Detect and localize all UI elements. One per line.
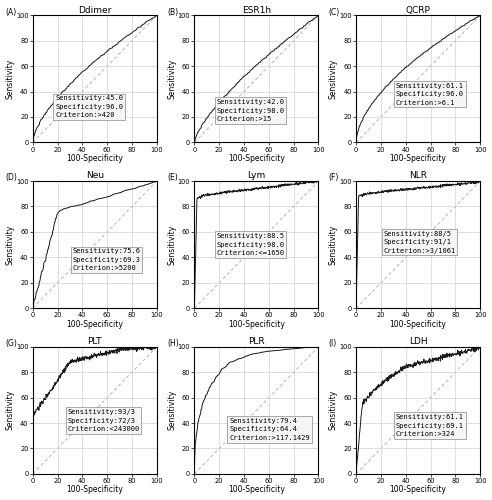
Text: (I): (I) bbox=[329, 339, 337, 348]
Text: Sensitivity:88/5
Specificity:91/1
Criterion:>3/1061: Sensitivity:88/5 Specificity:91/1 Criter… bbox=[383, 230, 456, 254]
X-axis label: 100-Specificity: 100-Specificity bbox=[66, 486, 123, 494]
Text: Sensitivity:93/3
Specificity:72/3
Criterion:<243000: Sensitivity:93/3 Specificity:72/3 Criter… bbox=[67, 409, 140, 432]
Y-axis label: Sensitivity: Sensitivity bbox=[5, 390, 15, 430]
Text: Sensitivity:42.0
Specificity:98.0
Criterion:>15: Sensitivity:42.0 Specificity:98.0 Criter… bbox=[217, 99, 285, 122]
Text: (G): (G) bbox=[5, 339, 17, 348]
Y-axis label: Sensitivity: Sensitivity bbox=[167, 390, 176, 430]
Title: PLR: PLR bbox=[248, 337, 265, 346]
Text: Sensitivity:88.5
Specificity:98.0
Criterion:<=1650: Sensitivity:88.5 Specificity:98.0 Criter… bbox=[217, 233, 285, 256]
Title: Neu: Neu bbox=[86, 172, 104, 180]
Y-axis label: Sensitivity: Sensitivity bbox=[5, 224, 15, 264]
Title: PLT: PLT bbox=[88, 337, 102, 346]
Text: (B): (B) bbox=[167, 8, 178, 16]
Text: (A): (A) bbox=[5, 8, 17, 16]
Text: Sensitivity:61.1
Specificity:69.1
Criterion:>324: Sensitivity:61.1 Specificity:69.1 Criter… bbox=[396, 414, 464, 437]
Text: Sensitivity:61.1
Specificity:96.0
Criterion:>6.1: Sensitivity:61.1 Specificity:96.0 Criter… bbox=[396, 82, 464, 106]
Y-axis label: Sensitivity: Sensitivity bbox=[167, 58, 176, 99]
Text: (C): (C) bbox=[329, 8, 340, 16]
X-axis label: 100-Specificity: 100-Specificity bbox=[66, 154, 123, 163]
X-axis label: 100-Specificity: 100-Specificity bbox=[228, 320, 285, 328]
Text: (D): (D) bbox=[5, 174, 17, 182]
X-axis label: 100-Specificity: 100-Specificity bbox=[390, 320, 447, 328]
X-axis label: 100-Specificity: 100-Specificity bbox=[228, 486, 285, 494]
X-axis label: 100-Specificity: 100-Specificity bbox=[390, 486, 447, 494]
Text: Sensitivity:79.4
Specificity:64.4
Criterion:>117.1429: Sensitivity:79.4 Specificity:64.4 Criter… bbox=[229, 418, 310, 441]
Text: Sensitivity:75.6
Specificity:69.3
Criterion:>5200: Sensitivity:75.6 Specificity:69.3 Criter… bbox=[72, 248, 140, 272]
Title: LDH: LDH bbox=[409, 337, 428, 346]
Text: (F): (F) bbox=[329, 174, 339, 182]
Y-axis label: Sensitivity: Sensitivity bbox=[5, 58, 15, 99]
Text: (H): (H) bbox=[167, 339, 179, 348]
Y-axis label: Sensitivity: Sensitivity bbox=[329, 58, 338, 99]
Title: Ddimer: Ddimer bbox=[78, 6, 111, 15]
X-axis label: 100-Specificity: 100-Specificity bbox=[66, 320, 123, 328]
X-axis label: 100-Specificity: 100-Specificity bbox=[390, 154, 447, 163]
Title: Lym: Lym bbox=[247, 172, 266, 180]
Text: (E): (E) bbox=[167, 174, 178, 182]
X-axis label: 100-Specificity: 100-Specificity bbox=[228, 154, 285, 163]
Text: Sensitivity:45.0
Specificity:96.0
Criterion:>420: Sensitivity:45.0 Specificity:96.0 Criter… bbox=[55, 96, 123, 118]
Title: QCRP: QCRP bbox=[406, 6, 430, 15]
Y-axis label: Sensitivity: Sensitivity bbox=[329, 224, 338, 264]
Y-axis label: Sensitivity: Sensitivity bbox=[167, 224, 176, 264]
Title: ESR1h: ESR1h bbox=[242, 6, 271, 15]
Y-axis label: Sensitivity: Sensitivity bbox=[329, 390, 338, 430]
Title: NLR: NLR bbox=[409, 172, 427, 180]
